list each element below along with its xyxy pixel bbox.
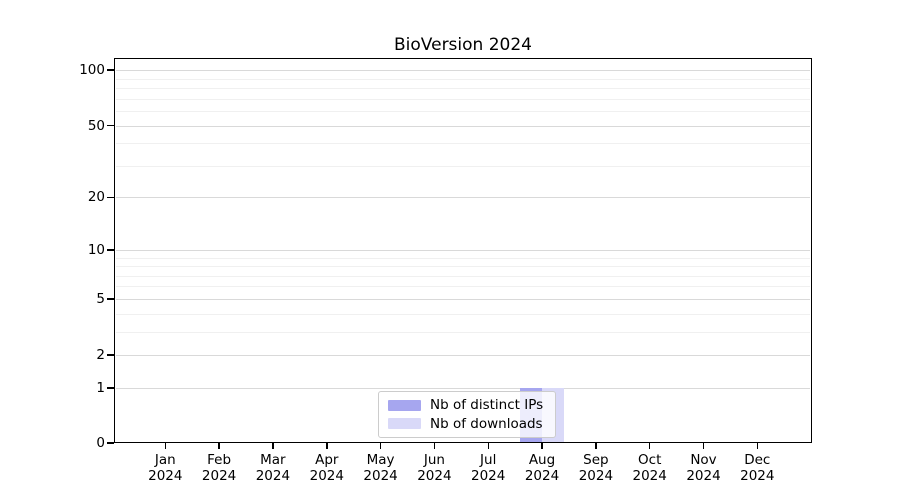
legend-item-distinct-ips: Nb of distinct IPs xyxy=(388,397,546,413)
x-tick-label-line: 2024 xyxy=(255,468,291,484)
x-tick-label: Mar 2024 xyxy=(237,452,309,484)
chart-title: BioVersion 2024 xyxy=(394,35,532,55)
y-tick-mark xyxy=(107,196,114,199)
minor-gridline xyxy=(116,88,810,90)
x-tick-label-line: 2024 xyxy=(201,468,237,484)
x-tick-label-line: 2024 xyxy=(471,468,506,484)
x-tick-mark xyxy=(433,443,436,449)
major-gridline xyxy=(116,249,810,251)
x-tick-label: Oct 2024 xyxy=(614,452,686,484)
minor-gridline xyxy=(116,143,810,145)
x-tick-label: Apr 2024 xyxy=(291,452,363,484)
x-tick-label-line: Jan xyxy=(154,452,176,468)
x-tick-label-line: 2024 xyxy=(686,468,721,484)
x-tick-label: Aug 2024 xyxy=(506,452,578,484)
x-tick-label-line: 2024 xyxy=(417,468,452,484)
major-gridline xyxy=(116,355,810,356)
x-tick-mark xyxy=(487,443,489,449)
y-tick-mark xyxy=(107,249,114,251)
x-tick-label: May 2024 xyxy=(345,452,417,484)
y-tick-label: 50 xyxy=(87,117,105,134)
x-tick-mark xyxy=(272,443,274,449)
y-tick-mark xyxy=(107,124,114,127)
major-gridline xyxy=(116,197,810,199)
x-tick-mark xyxy=(648,443,651,449)
x-tick-label-line: 2024 xyxy=(309,468,344,484)
x-tick-mark xyxy=(756,443,759,449)
x-tick-mark xyxy=(218,443,220,449)
downloads-swatch-icon xyxy=(388,418,421,430)
legend-label-downloads: Nb of downloads xyxy=(430,415,543,432)
legend-item-downloads: Nb of downloads xyxy=(388,416,546,432)
minor-gridline xyxy=(116,78,810,80)
y-tick-mark xyxy=(107,354,114,356)
major-gridline xyxy=(116,70,810,72)
x-tick-label: Jan 2024 xyxy=(129,452,201,484)
x-tick-label-line: 2024 xyxy=(578,468,614,484)
x-tick-mark xyxy=(595,443,597,449)
minor-gridline xyxy=(116,98,810,100)
x-tick-mark xyxy=(164,443,167,449)
x-tick-label-line: Oct xyxy=(638,452,662,468)
x-tick-label-line: 2024 xyxy=(524,468,560,484)
y-tick-label: 20 xyxy=(87,189,105,206)
minor-gridline xyxy=(116,275,810,277)
y-tick-label: 2 xyxy=(96,347,105,363)
x-tick-mark xyxy=(326,443,328,449)
x-tick-label-line: 2024 xyxy=(363,468,398,484)
minor-gridline xyxy=(116,266,810,267)
x-tick-label-line: Sep xyxy=(583,452,609,468)
x-tick-label-line: 2024 xyxy=(148,468,183,484)
x-tick-label: Dec 2024 xyxy=(721,452,793,484)
x-tick-label-line: 2024 xyxy=(632,468,667,484)
x-tick-label-line: Aug xyxy=(528,452,556,468)
x-tick-label: Nov 2024 xyxy=(668,452,740,484)
x-tick-mark xyxy=(379,443,382,449)
minor-gridline xyxy=(116,257,810,259)
x-tick-label-line: Mar xyxy=(260,452,286,468)
y-tick-mark xyxy=(107,387,114,389)
minor-gridline xyxy=(116,111,810,112)
major-gridline xyxy=(116,298,810,300)
x-tick-mark xyxy=(541,443,543,449)
y-tick-label: 0 xyxy=(96,435,105,451)
x-tick-label: Feb 2024 xyxy=(183,452,255,484)
x-tick-mark xyxy=(702,443,705,449)
x-tick-label-line: Nov xyxy=(690,452,717,468)
y-tick-label: 5 xyxy=(96,290,105,307)
x-tick-label-line: Jun xyxy=(423,452,445,468)
y-tick-label: 10 xyxy=(87,241,105,258)
y-tick-mark xyxy=(107,69,114,71)
distinct-ips-swatch-icon xyxy=(388,399,421,411)
x-tick-label-line: Apr xyxy=(315,452,339,468)
x-tick-label: Sep 2024 xyxy=(560,452,632,484)
x-tick-label-line: Dec xyxy=(744,452,771,468)
y-tick-mark xyxy=(107,442,114,444)
x-tick-label-line: 2024 xyxy=(740,468,775,484)
major-gridline xyxy=(116,387,810,389)
y-tick-mark xyxy=(107,298,114,300)
x-tick-label-line: Feb xyxy=(207,452,232,468)
major-gridline xyxy=(116,125,810,127)
minor-gridline xyxy=(116,331,810,333)
y-tick-label: 100 xyxy=(79,62,105,79)
minor-gridline xyxy=(116,313,810,315)
minor-gridline xyxy=(116,286,810,288)
legend-label-distinct-ips: Nb of distinct IPs xyxy=(430,397,544,414)
minor-gridline xyxy=(116,165,810,167)
legend: Nb of distinct IPs Nb of downloads xyxy=(378,391,556,438)
x-tick-label-line: Jul xyxy=(480,452,497,468)
x-tick-label-line: May xyxy=(366,452,395,468)
x-tick-label: Jul 2024 xyxy=(452,452,524,484)
x-tick-label: Jun 2024 xyxy=(398,452,470,484)
y-tick-label: 1 xyxy=(96,379,105,396)
